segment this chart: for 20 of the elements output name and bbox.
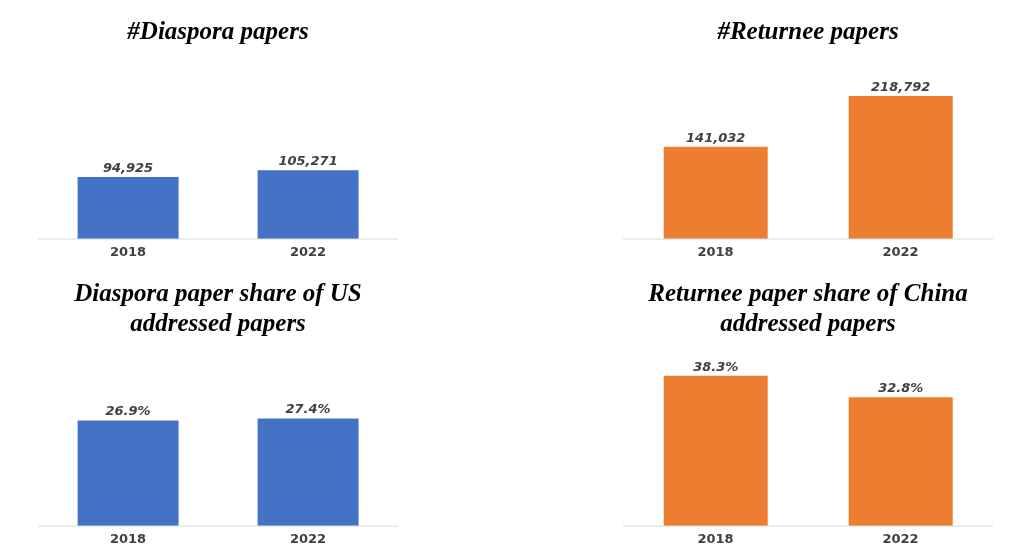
chart-title: Returnee paper share of China addressed papers [647, 278, 969, 338]
chart-title: #Diaspora papers [126, 16, 310, 46]
data-label: 26.9% [105, 403, 151, 419]
data-label: 141,032 [686, 129, 746, 145]
x-tick-label: 2018 [697, 531, 734, 547]
x-tick-label: 2018 [109, 244, 147, 260]
data-label: 32.8% [878, 380, 924, 396]
data-label: 94,925 [103, 159, 154, 175]
x-tick-label: 2022 [289, 244, 327, 260]
x-tick-label: 2022 [289, 531, 327, 547]
data-label: 27.4% [285, 401, 331, 417]
data-label: 218,792 [871, 79, 931, 95]
x-tick-label: 2018 [109, 531, 147, 547]
chart-title: #Returnee papers [716, 16, 900, 46]
x-tick-label: 2018 [697, 244, 734, 260]
chart-title: Diaspora paper share of US addressed papers [73, 278, 363, 338]
x-tick-label: 2022 [882, 244, 919, 260]
x-tick-label: 2022 [882, 531, 919, 547]
data-label: 105,271 [278, 153, 338, 169]
data-label: 38.3% [693, 358, 739, 374]
